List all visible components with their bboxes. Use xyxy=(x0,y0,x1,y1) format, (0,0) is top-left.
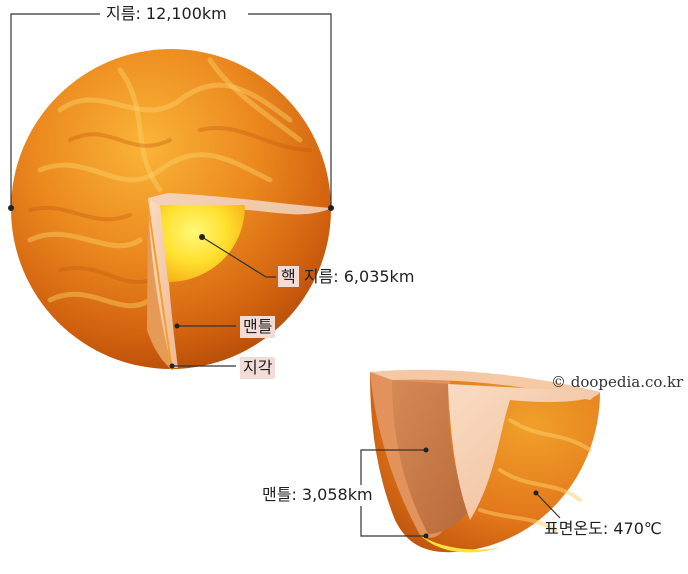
leader-lines xyxy=(10,13,561,537)
mantle-thickness-label: 맨틀: 3,058km xyxy=(262,485,373,505)
mantle-label: 맨틀 xyxy=(240,316,276,338)
leader-dots xyxy=(8,205,539,539)
core-word: 핵 xyxy=(278,266,299,287)
diameter-label: 지름: 12,100km xyxy=(104,4,229,24)
credit-text: © doopedia.co.kr xyxy=(551,373,684,391)
core-diameter-label: 지름: 6,035km xyxy=(303,267,415,286)
core-label: 핵 지름: 6,035km xyxy=(278,266,415,287)
crust-label: 지각 xyxy=(240,357,276,379)
core-section xyxy=(160,205,245,282)
sphere-cutaway xyxy=(146,193,331,371)
hemisphere-bowl xyxy=(370,369,600,553)
surface-temp-label: 표면온도: 470℃ xyxy=(544,519,662,538)
